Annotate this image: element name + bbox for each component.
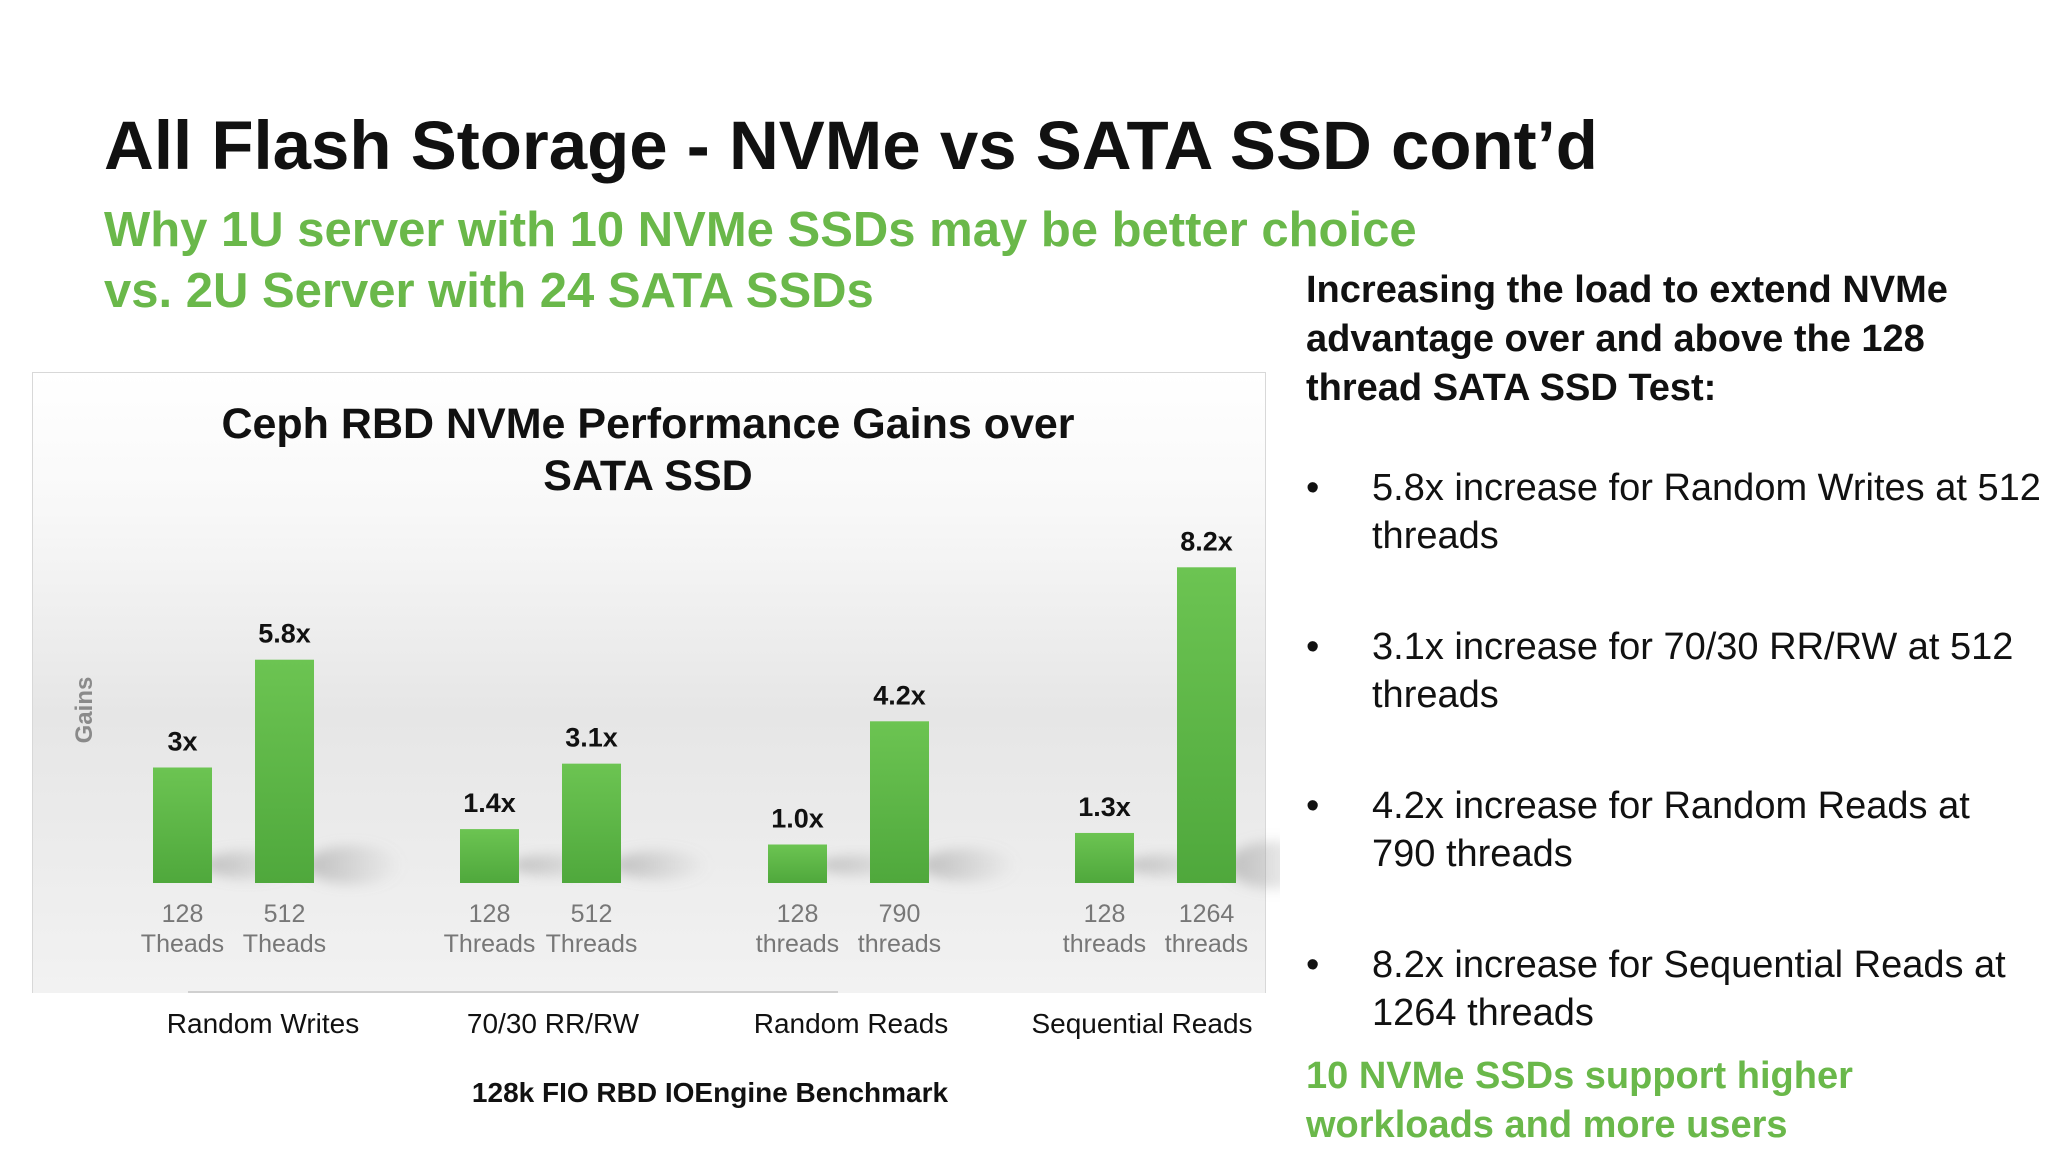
- subtitle-line: vs. 2U Server with 24 SATA SSDs: [104, 264, 874, 318]
- bar-category-label: threads: [858, 930, 941, 958]
- bar-value-label: 1.3x: [1078, 792, 1131, 822]
- bar-category-label: Threads: [444, 930, 536, 958]
- bar: [1075, 832, 1134, 883]
- bar-category-label: threads: [1063, 930, 1146, 958]
- bullet-text: 3.1x increase for 70/30 RR/RW at 512 thr…: [1372, 626, 2014, 716]
- bar: [870, 721, 929, 883]
- bar-shadow: [921, 848, 1017, 882]
- group-label: Random Writes: [167, 1008, 359, 1039]
- bar-category-label: 128: [1084, 900, 1126, 928]
- bar-category-label: 512: [264, 900, 306, 928]
- bullet-dot: •: [1306, 626, 1320, 668]
- bar: [255, 659, 314, 883]
- bar-category-label: 790: [879, 900, 921, 928]
- bullet-dot: •: [1306, 785, 1320, 827]
- group-label: 70/30 RR/RW: [467, 1008, 640, 1039]
- bar-value-label: 5.8x: [258, 619, 311, 649]
- right-heading: Increasing the load to extend NVMe advan…: [1306, 269, 1948, 409]
- bar-value-label: 4.2x: [873, 680, 926, 710]
- bar-shadow: [613, 851, 709, 879]
- bar-value-label: 3x: [167, 727, 197, 757]
- bar-value-label: 1.0x: [771, 804, 824, 834]
- bar-category-label: 128: [777, 900, 819, 928]
- x-axis-label: 128k FIO RBD IOEngine Benchmark: [472, 1077, 949, 1108]
- bullet-text: 4.2x increase for Random Reads at 790 th…: [1372, 785, 1970, 875]
- bar-category-label: 128: [469, 900, 511, 928]
- chart-title-line: Ceph RBD NVMe Performance Gains over: [221, 400, 1074, 448]
- bar: [460, 829, 519, 883]
- bar: [1177, 567, 1236, 883]
- chart-title-line: SATA SSD: [543, 452, 752, 500]
- y-axis-label: Gains: [71, 677, 98, 744]
- bar: [153, 767, 212, 883]
- bar: [768, 844, 827, 883]
- bar-value-label: 3.1x: [565, 723, 618, 753]
- bar-category-label: Threads: [546, 930, 638, 958]
- bullet-dot: •: [1306, 467, 1320, 509]
- bar-chart: Ceph RBD NVMe Performance Gains over SAT…: [71, 400, 1280, 1108]
- bullet-text: 5.8x increase for Random Writes at 512 t…: [1372, 467, 2041, 557]
- slide-subtitle: Why 1U server with 10 NVMe SSDs may be b…: [104, 200, 1417, 322]
- bar: [562, 763, 621, 883]
- bar-category-label: threads: [756, 930, 839, 958]
- bar-shadow: [306, 845, 402, 885]
- bar-shadow: [1228, 841, 1280, 889]
- chart-panel: [32, 372, 1266, 993]
- bar-category-label: 512: [571, 900, 613, 928]
- bar-category-label: Theads: [243, 930, 326, 958]
- bar-value-label: 1.4x: [463, 788, 516, 818]
- slide-title: All Flash Storage - NVMe vs SATA SSD con…: [104, 107, 1598, 184]
- bar-value-label: 8.2x: [1180, 526, 1233, 556]
- bullet-text: 8.2x increase for Sequential Reads at 12…: [1372, 944, 2006, 1034]
- bullet-dot: •: [1306, 944, 1320, 986]
- bar-category-label: 1264: [1179, 900, 1235, 928]
- bar-category-label: threads: [1165, 930, 1248, 958]
- bar-category-label: Theads: [141, 930, 224, 958]
- bar-category-label: 128: [162, 900, 204, 928]
- conclusion-text: 10 NVMe SSDs support higher workloads an…: [1306, 1055, 1853, 1146]
- subtitle-line: Why 1U server with 10 NVMe SSDs may be b…: [104, 203, 1417, 257]
- group-label: Random Reads: [754, 1008, 949, 1039]
- group-label: Sequential Reads: [1031, 1008, 1252, 1039]
